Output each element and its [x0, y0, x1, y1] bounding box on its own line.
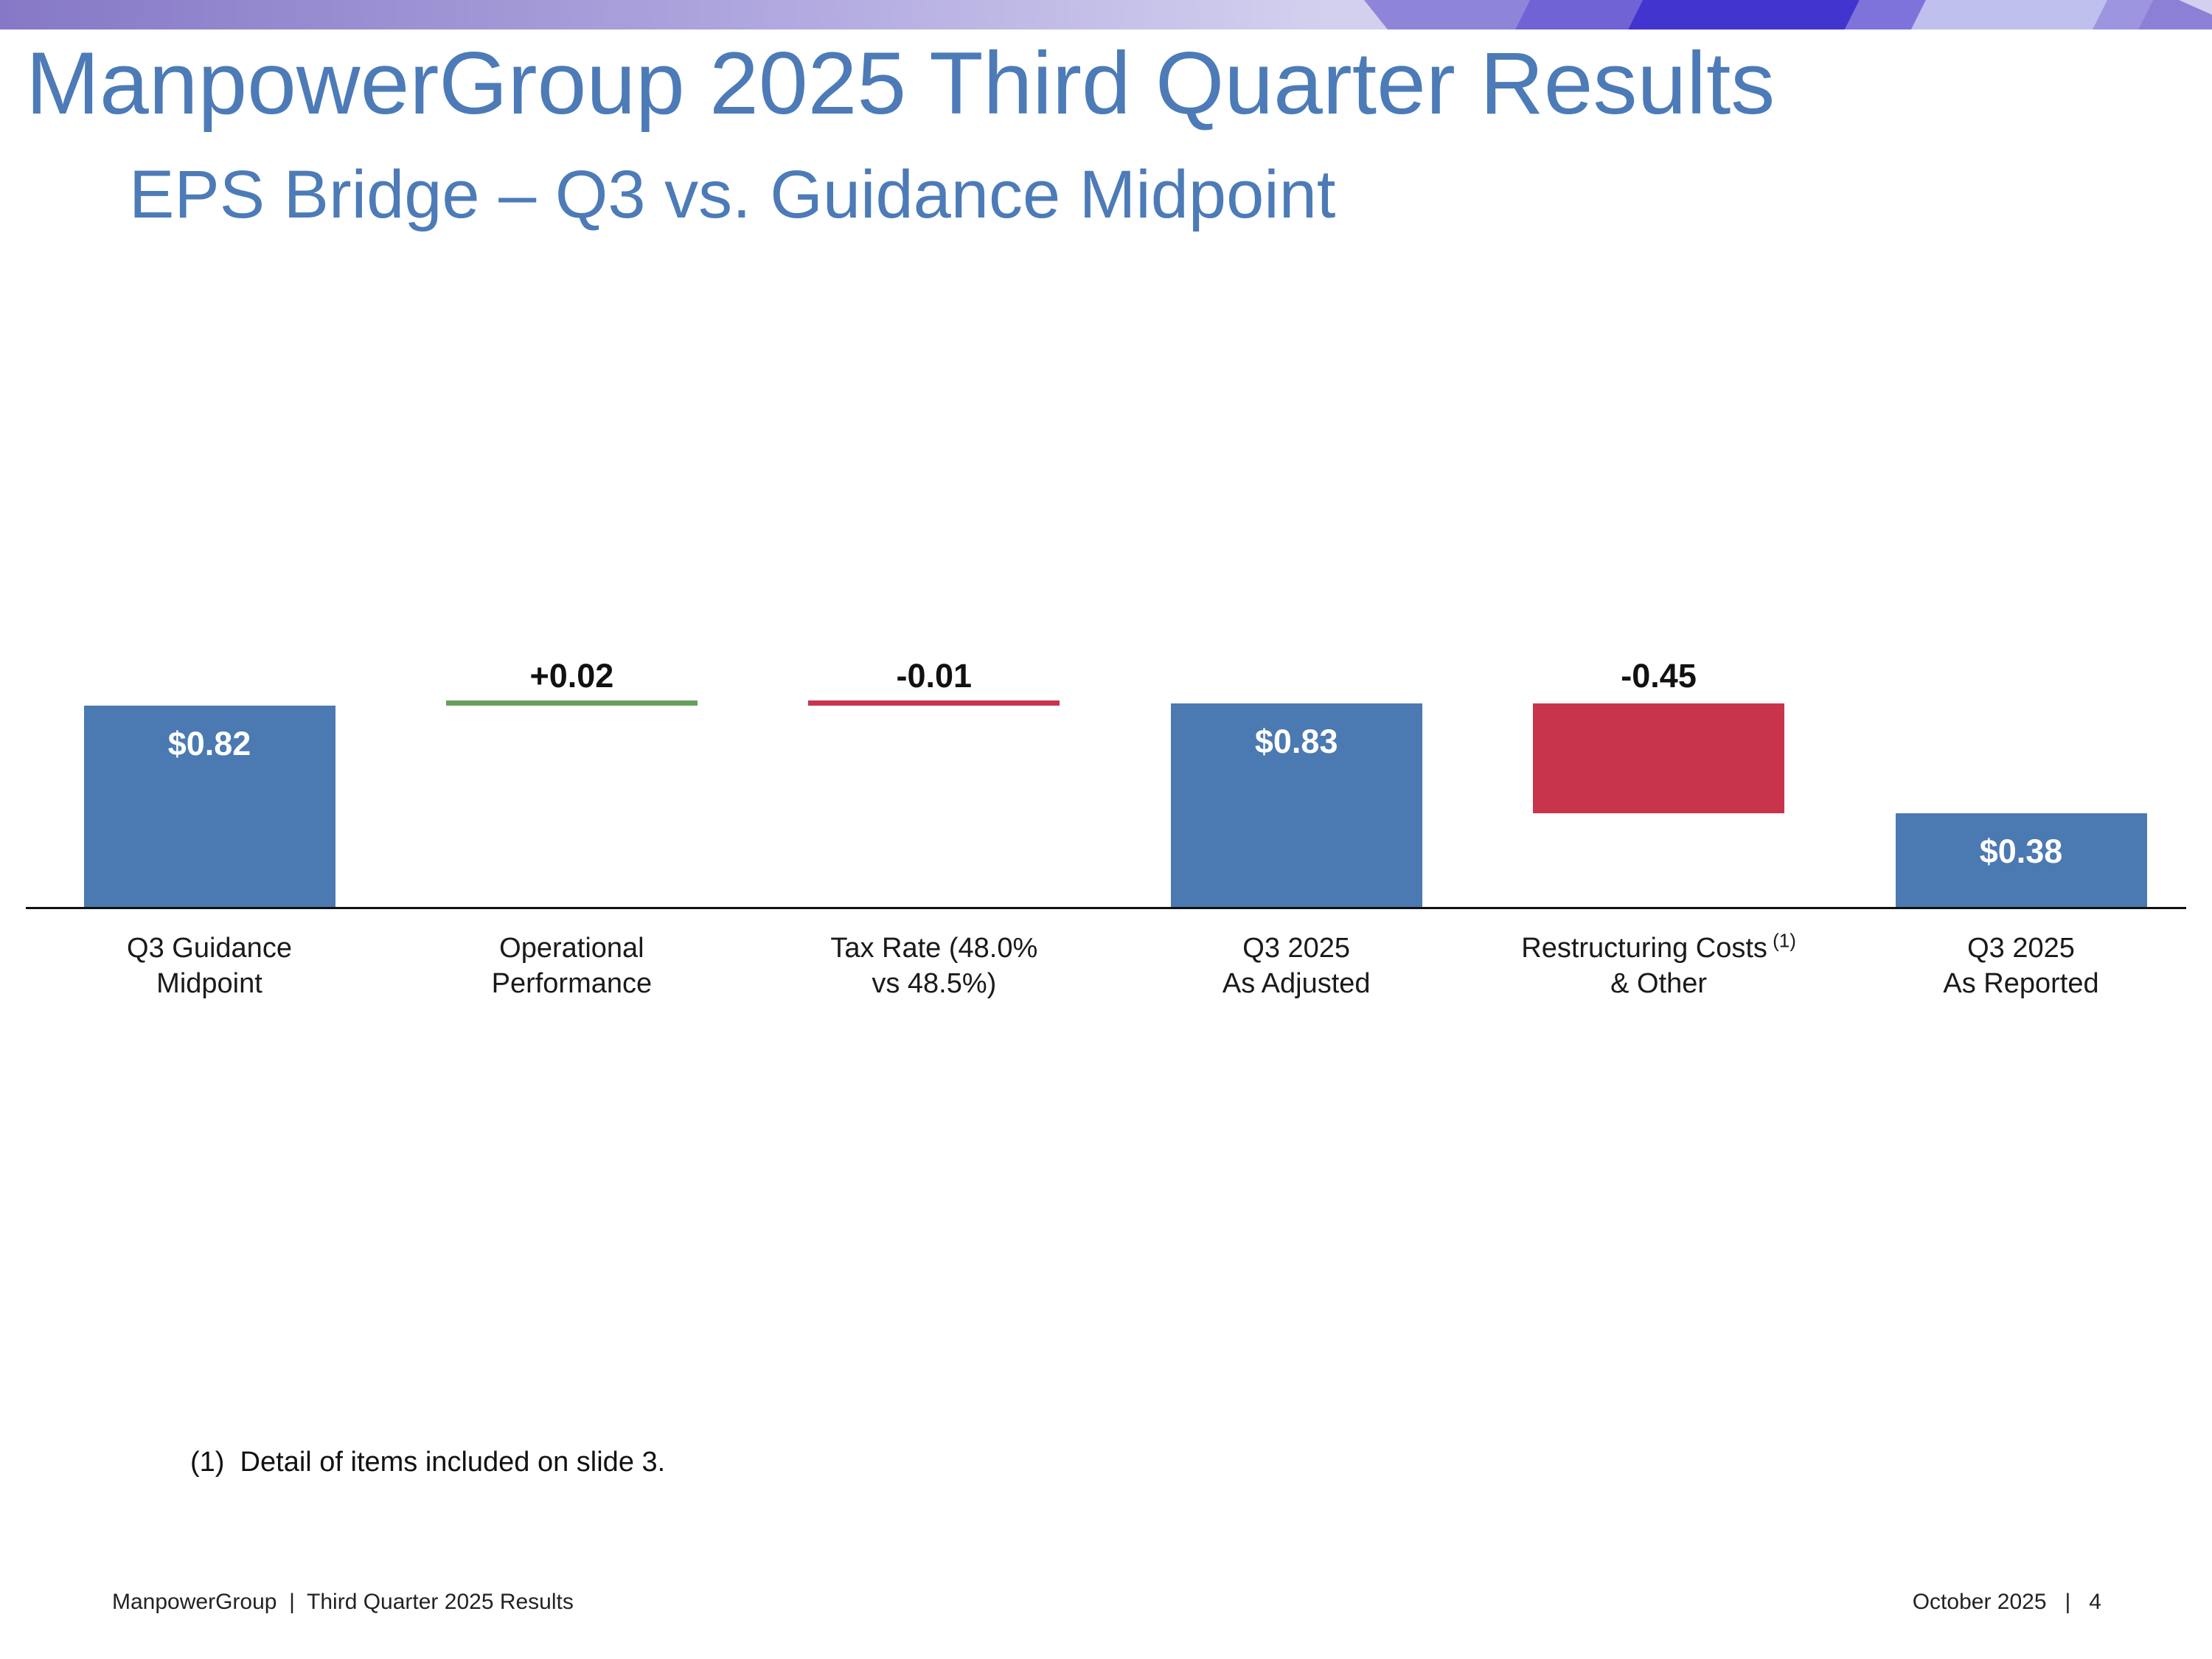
footnote: (1) Detail of items included on slide 3. — [190, 1447, 666, 1478]
banner-beam — [1845, 0, 1926, 29]
bar-value-label: -0.45 — [1621, 657, 1697, 695]
footer-date-page: October 2025 | 4 — [1912, 1590, 2101, 1614]
page-title: ManpowerGroup 2025 Third Quarter Results — [26, 34, 1775, 133]
category-label-line1: Tax Rate (48.0% — [830, 933, 1038, 964]
category-label-line2: Midpoint — [156, 968, 262, 999]
category-label-line2: As Reported — [1943, 968, 2099, 999]
category-label: Tax Rate (48.0% vs 48.5%) — [761, 931, 1107, 1001]
category-label-line1: Q3 2025 — [1967, 933, 2075, 964]
banner-beam — [1628, 0, 1860, 29]
bar-value-label: -0.01 — [896, 657, 973, 695]
bar-value-label: $0.82 — [167, 724, 251, 762]
banner-beam — [1515, 0, 1643, 29]
category-label-line1: Q3 2025 — [1242, 933, 1351, 964]
waterfall-bar-q3-2025-as-reported — [1895, 813, 2147, 907]
category-label-line1: Q3 Guidance — [127, 933, 292, 964]
category-label: Q3 Guidance Midpoint — [36, 931, 383, 1001]
category-label-line2: Performance — [491, 968, 653, 999]
category-label-line2: vs 48.5%) — [872, 968, 997, 999]
banner-graphic — [0, 0, 2212, 29]
bar-value-label: +0.02 — [529, 657, 614, 695]
banner-beam — [1364, 0, 1530, 29]
waterfall-bar-tax-rate-48-0-vs-48-5- — [808, 700, 1060, 706]
category-label: Q3 2025 As Adjusted — [1123, 931, 1470, 1001]
category-label: Restructuring Costs (1) & Other — [1486, 931, 1832, 1001]
x-axis-line — [26, 907, 2186, 909]
banner-beam — [2179, 0, 2212, 15]
banner-beam — [2093, 0, 2153, 29]
banner-beam — [1911, 0, 2107, 29]
banner-beam — [2138, 0, 2212, 29]
category-label-line1: Restructuring Costs (1) — [1521, 929, 1796, 964]
waterfall-bar-q3-guidance-midpoint — [83, 705, 335, 907]
category-label: Q3 2025 As Reported — [1848, 931, 2194, 1001]
category-label-line2: & Other — [1610, 968, 1708, 999]
footer-company: ManpowerGroup | Third Quarter 2025 Resul… — [112, 1590, 574, 1614]
category-label-line1: Operational — [499, 933, 644, 964]
footnote-reference: (1) — [1767, 929, 1796, 952]
category-label-line2: As Adjusted — [1222, 968, 1371, 999]
bar-value-label: $0.83 — [1254, 722, 1338, 760]
waterfall-bar-restructuring-costs-other — [1533, 703, 1785, 814]
category-label: Operational Performance — [398, 931, 745, 1001]
waterfall-bar-operational-performance — [445, 700, 698, 706]
page-subtitle: EPS Bridge – Q3 vs. Guidance Midpoint — [129, 157, 1336, 232]
waterfall-bar-q3-2025-as-adjusted — [1170, 703, 1422, 907]
bar-value-label: $0.38 — [1979, 832, 2063, 871]
